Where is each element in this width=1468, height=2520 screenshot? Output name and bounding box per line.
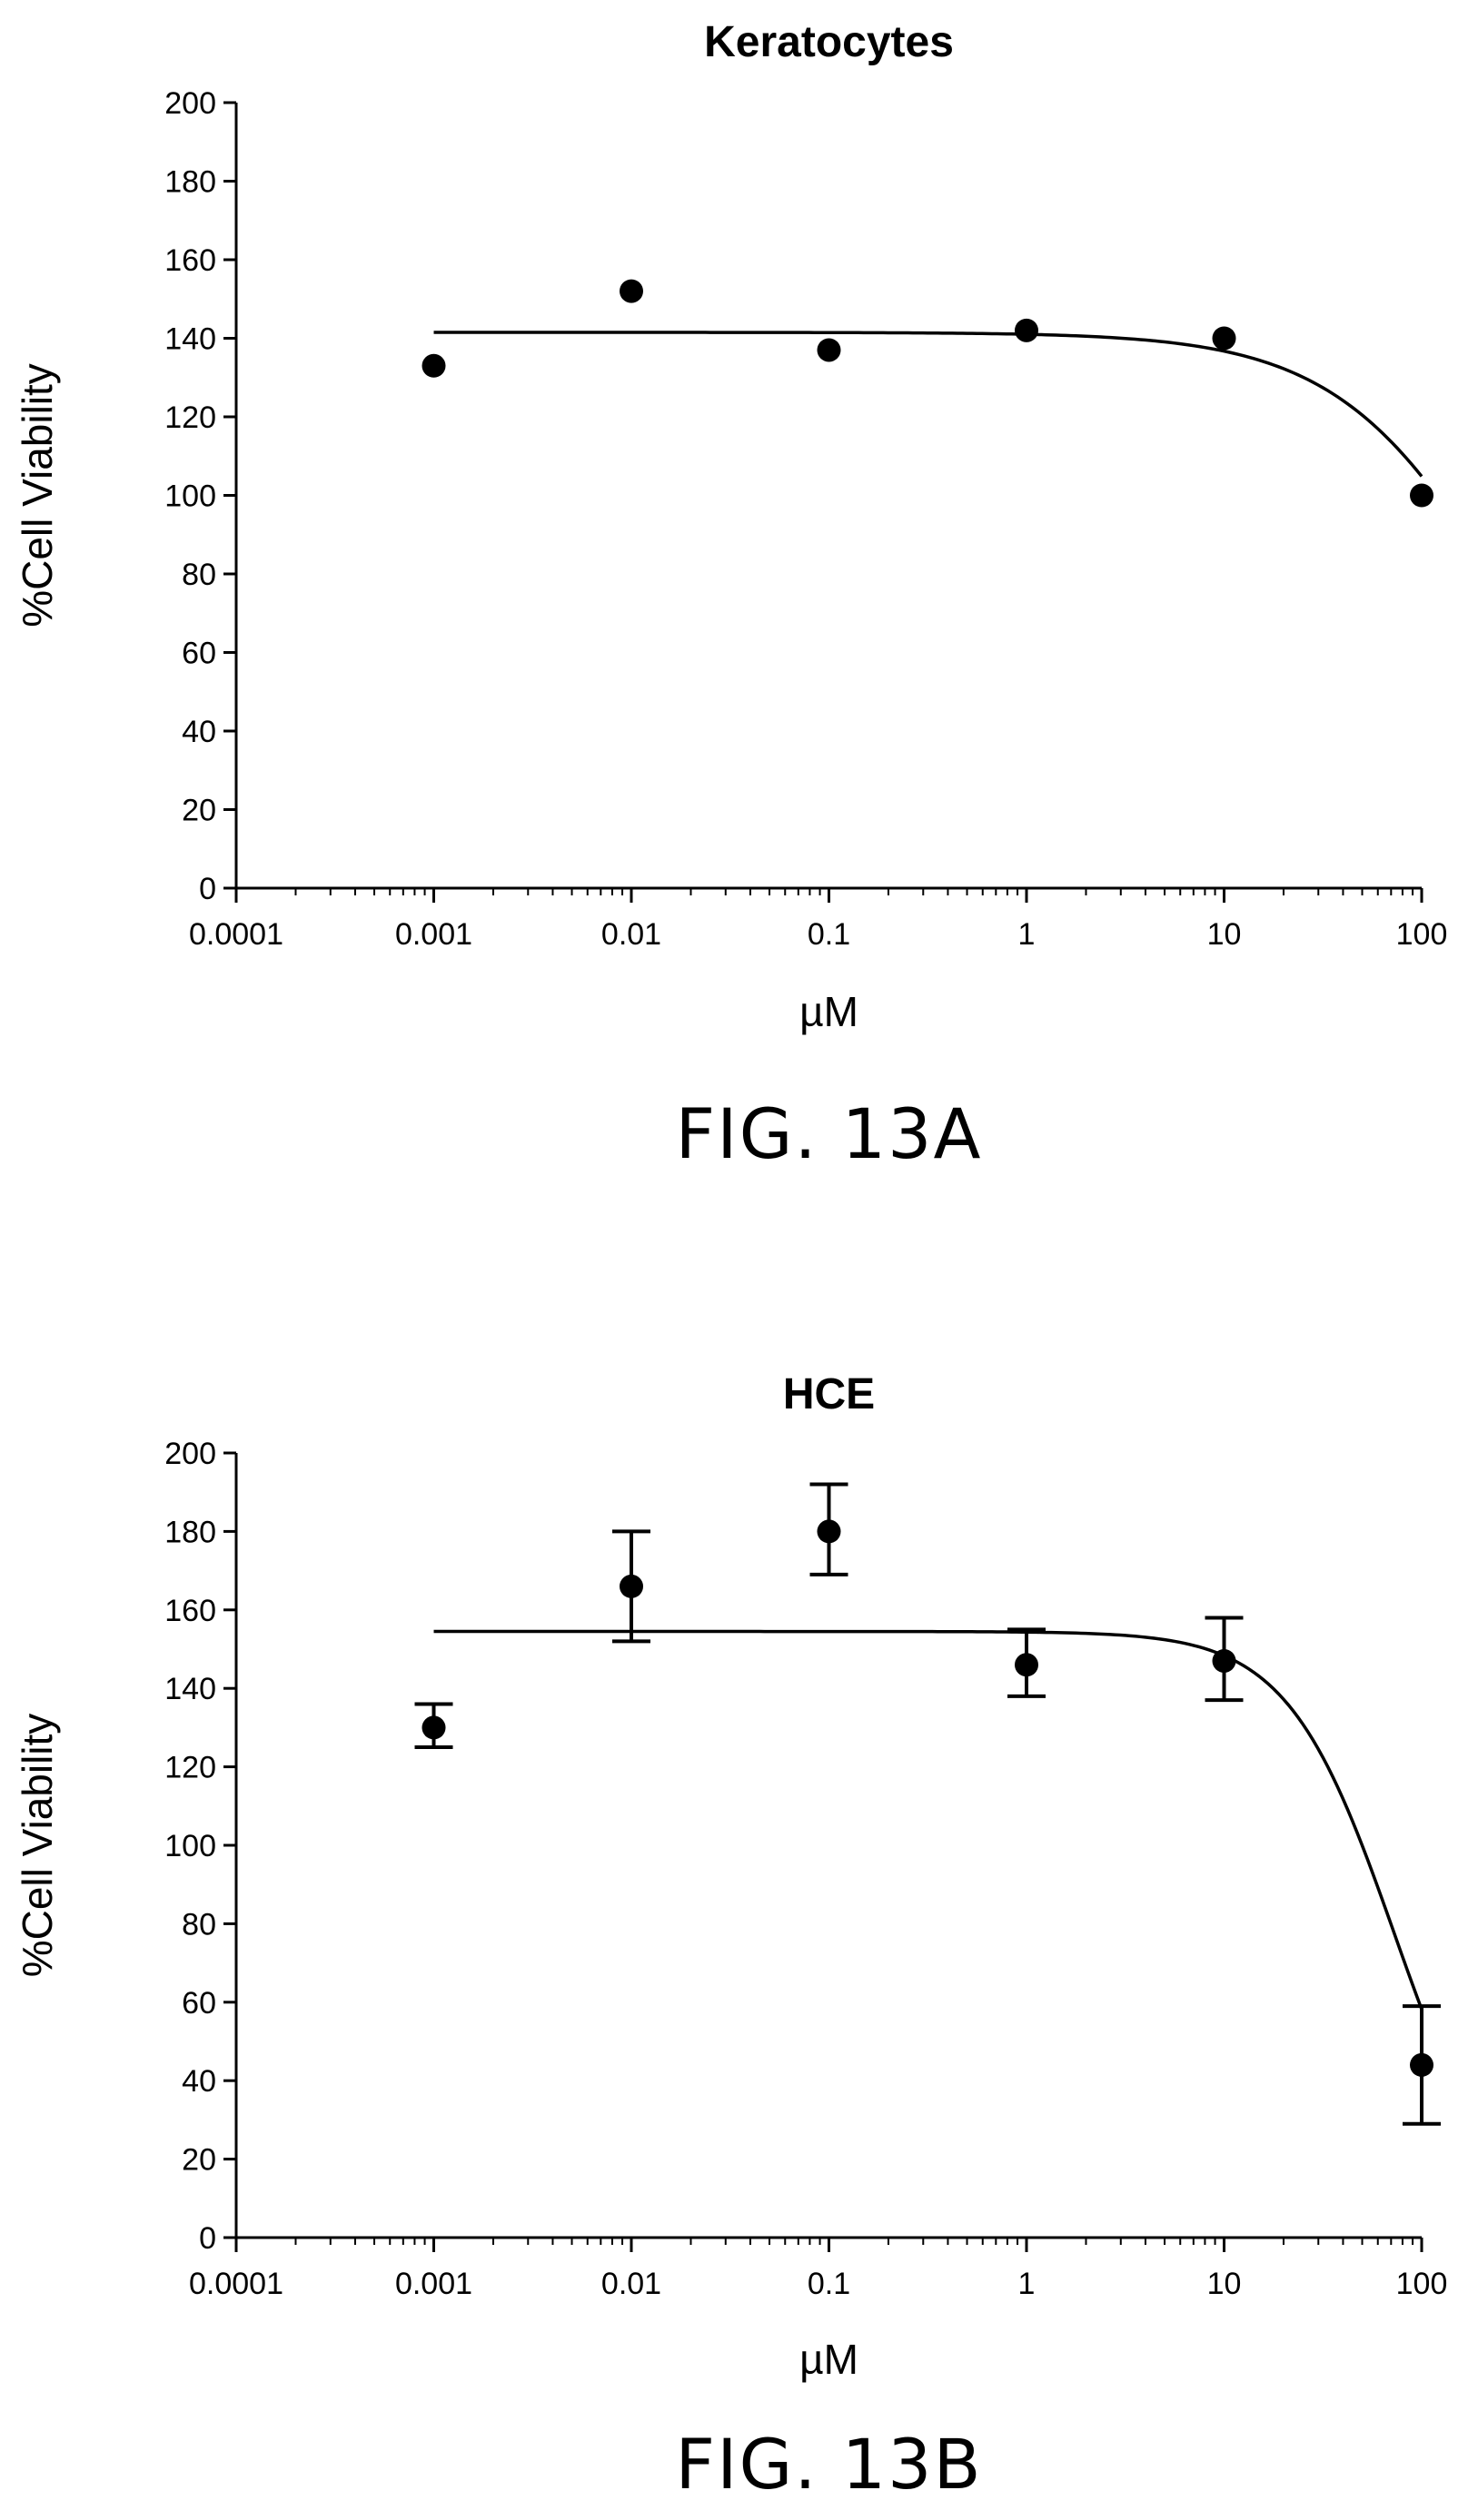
y-tick-label: 100: [164, 479, 216, 514]
y-tick-label: 160: [164, 243, 216, 278]
y-tick-label: 100: [164, 1829, 216, 1863]
data-point: [817, 1519, 841, 1544]
chart-2: HCE 0 20 40 60 80 100 120 140 160 180 200 0.0001 0.00…: [14, 1370, 1447, 2505]
fit-curve: [433, 1629, 1423, 2011]
data-point: [620, 279, 643, 303]
x-tick-label: 0.01: [601, 2267, 661, 2301]
data-point: [817, 338, 841, 362]
y-tick-label: 140: [164, 1672, 216, 1706]
y-tick-label: 0: [199, 872, 216, 906]
chart-title: Keratocytes: [704, 18, 954, 66]
y-tick-label: 120: [164, 400, 216, 435]
y-tick-label: 200: [164, 1437, 216, 1471]
y-tick-label: 160: [164, 1594, 216, 1628]
data-point: [1212, 1648, 1236, 1673]
x-tick-label: 0.0001: [189, 917, 283, 952]
figure-label: FIG. 13A: [675, 1093, 982, 1174]
chart-title: HCE: [783, 1370, 875, 1418]
y-tick-label: 0: [199, 2221, 216, 2256]
x-tick-label: 1: [1018, 917, 1036, 952]
data-point: [620, 1574, 643, 1598]
y-tick-label: 60: [182, 637, 216, 671]
x-tick-label: 1: [1018, 2267, 1036, 2301]
y-axis-label: %Cell Viability: [14, 1714, 61, 1978]
x-tick-label: 0.01: [601, 917, 661, 952]
x-tick-label: 10: [1207, 2267, 1242, 2301]
x-tick-label: 0.1: [808, 2267, 850, 2301]
x-tick-label: 0.001: [395, 2267, 472, 2301]
y-axis-label: %Cell Viability: [14, 363, 61, 628]
y-tick-label: 20: [182, 794, 216, 828]
figure-label: FIG. 13B: [675, 2424, 982, 2505]
x-tick-label: 0.1: [808, 917, 850, 952]
x-tick-label: 100: [1396, 917, 1448, 952]
x-tick-label: 100: [1396, 2267, 1448, 2301]
y-tick-label: 40: [182, 2064, 216, 2099]
data-point: [422, 1715, 446, 1740]
x-tick-label: 10: [1207, 917, 1242, 952]
data-point: [1410, 483, 1433, 508]
y-tick-label: 140: [164, 322, 216, 357]
y-tick-label: 180: [164, 1515, 216, 1549]
fit-curve: [433, 331, 1423, 478]
y-tick-label: 60: [182, 1986, 216, 2021]
y-tick-label: 80: [182, 1907, 216, 1942]
x-axis-label: µM: [799, 2336, 858, 2383]
y-tick-label: 40: [182, 715, 216, 749]
y-tick-label: 120: [164, 1751, 216, 1785]
chart-1: Keratocytes 0 20 40 60 80 100 120 140 160 180 200 0.…: [14, 18, 1447, 1174]
y-tick-label: 20: [182, 2143, 216, 2178]
x-axis-label: µM: [799, 988, 858, 1035]
data-point: [1015, 1653, 1038, 1677]
x-tick-label: 0.001: [395, 917, 472, 952]
data-point: [422, 353, 446, 378]
x-tick-label: 0.0001: [189, 2267, 283, 2301]
y-tick-label: 180: [164, 165, 216, 200]
data-point: [1015, 318, 1038, 342]
data-point: [1212, 326, 1236, 351]
y-tick-label: 80: [182, 558, 216, 592]
data-point: [1410, 2052, 1433, 2077]
y-tick-label: 200: [164, 86, 216, 121]
